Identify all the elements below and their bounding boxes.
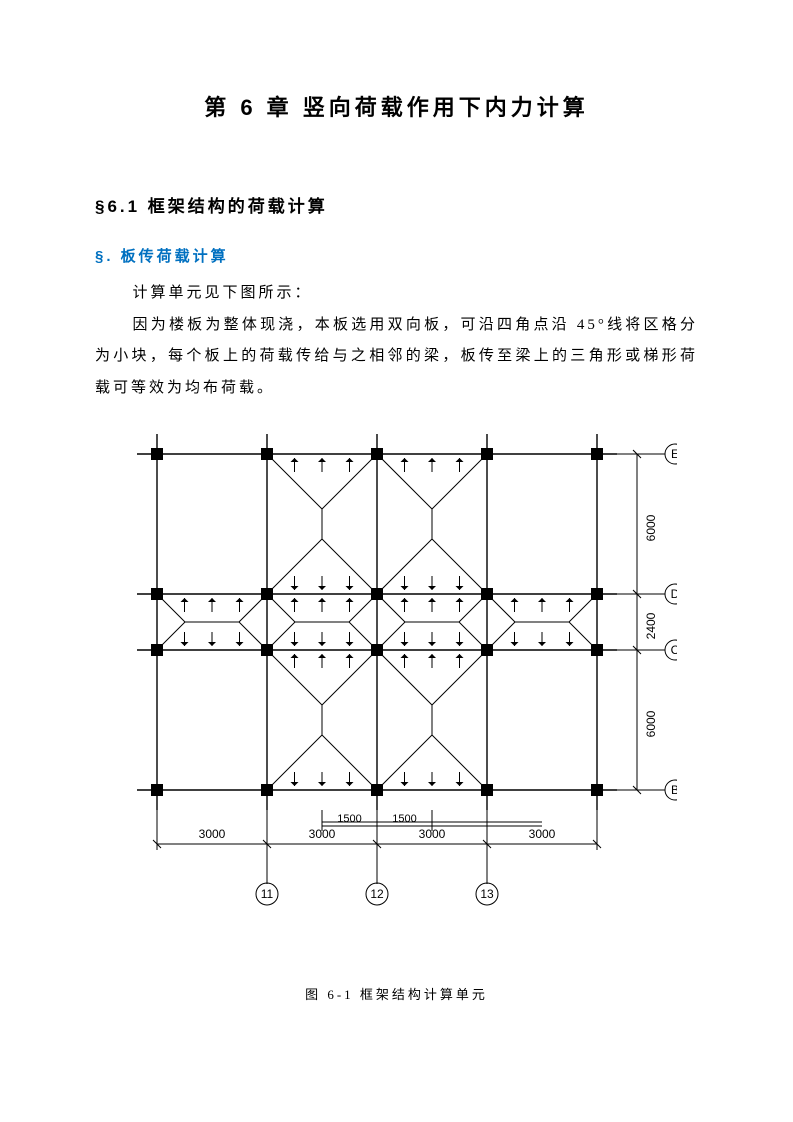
structural-diagram: 600024006000EDCB300030003000300015001500… <box>117 424 677 924</box>
body-p2: 因为楼板为整体现浇，本板选用双向板，可沿四角点沿 45°线将区格分为小块，每个板… <box>95 310 698 405</box>
svg-text:6000: 6000 <box>644 514 658 541</box>
section-title: §6.1 框架结构的荷载计算 <box>95 192 698 217</box>
svg-text:12: 12 <box>370 887 384 901</box>
figure-caption: 图 6-1 框架结构计算单元 <box>95 984 698 1003</box>
subsection-title: §. 板传荷载计算 <box>95 245 698 266</box>
body-p1: 计算单元见下图所示： <box>95 278 698 310</box>
svg-text:3000: 3000 <box>528 827 555 841</box>
svg-text:6000: 6000 <box>644 710 658 737</box>
svg-text:1500: 1500 <box>392 813 416 825</box>
svg-text:D: D <box>670 587 676 601</box>
chapter-title: 第 6 章 竖向荷载作用下内力计算 <box>95 90 698 122</box>
svg-text:13: 13 <box>480 887 494 901</box>
svg-text:1500: 1500 <box>337 813 361 825</box>
svg-text:3000: 3000 <box>198 827 225 841</box>
figure-container: 600024006000EDCB300030003000300015001500… <box>95 424 698 1003</box>
svg-text:B: B <box>670 783 676 797</box>
svg-text:2400: 2400 <box>644 612 658 639</box>
svg-text:11: 11 <box>260 887 273 901</box>
svg-text:C: C <box>670 643 676 657</box>
svg-text:E: E <box>670 447 676 461</box>
